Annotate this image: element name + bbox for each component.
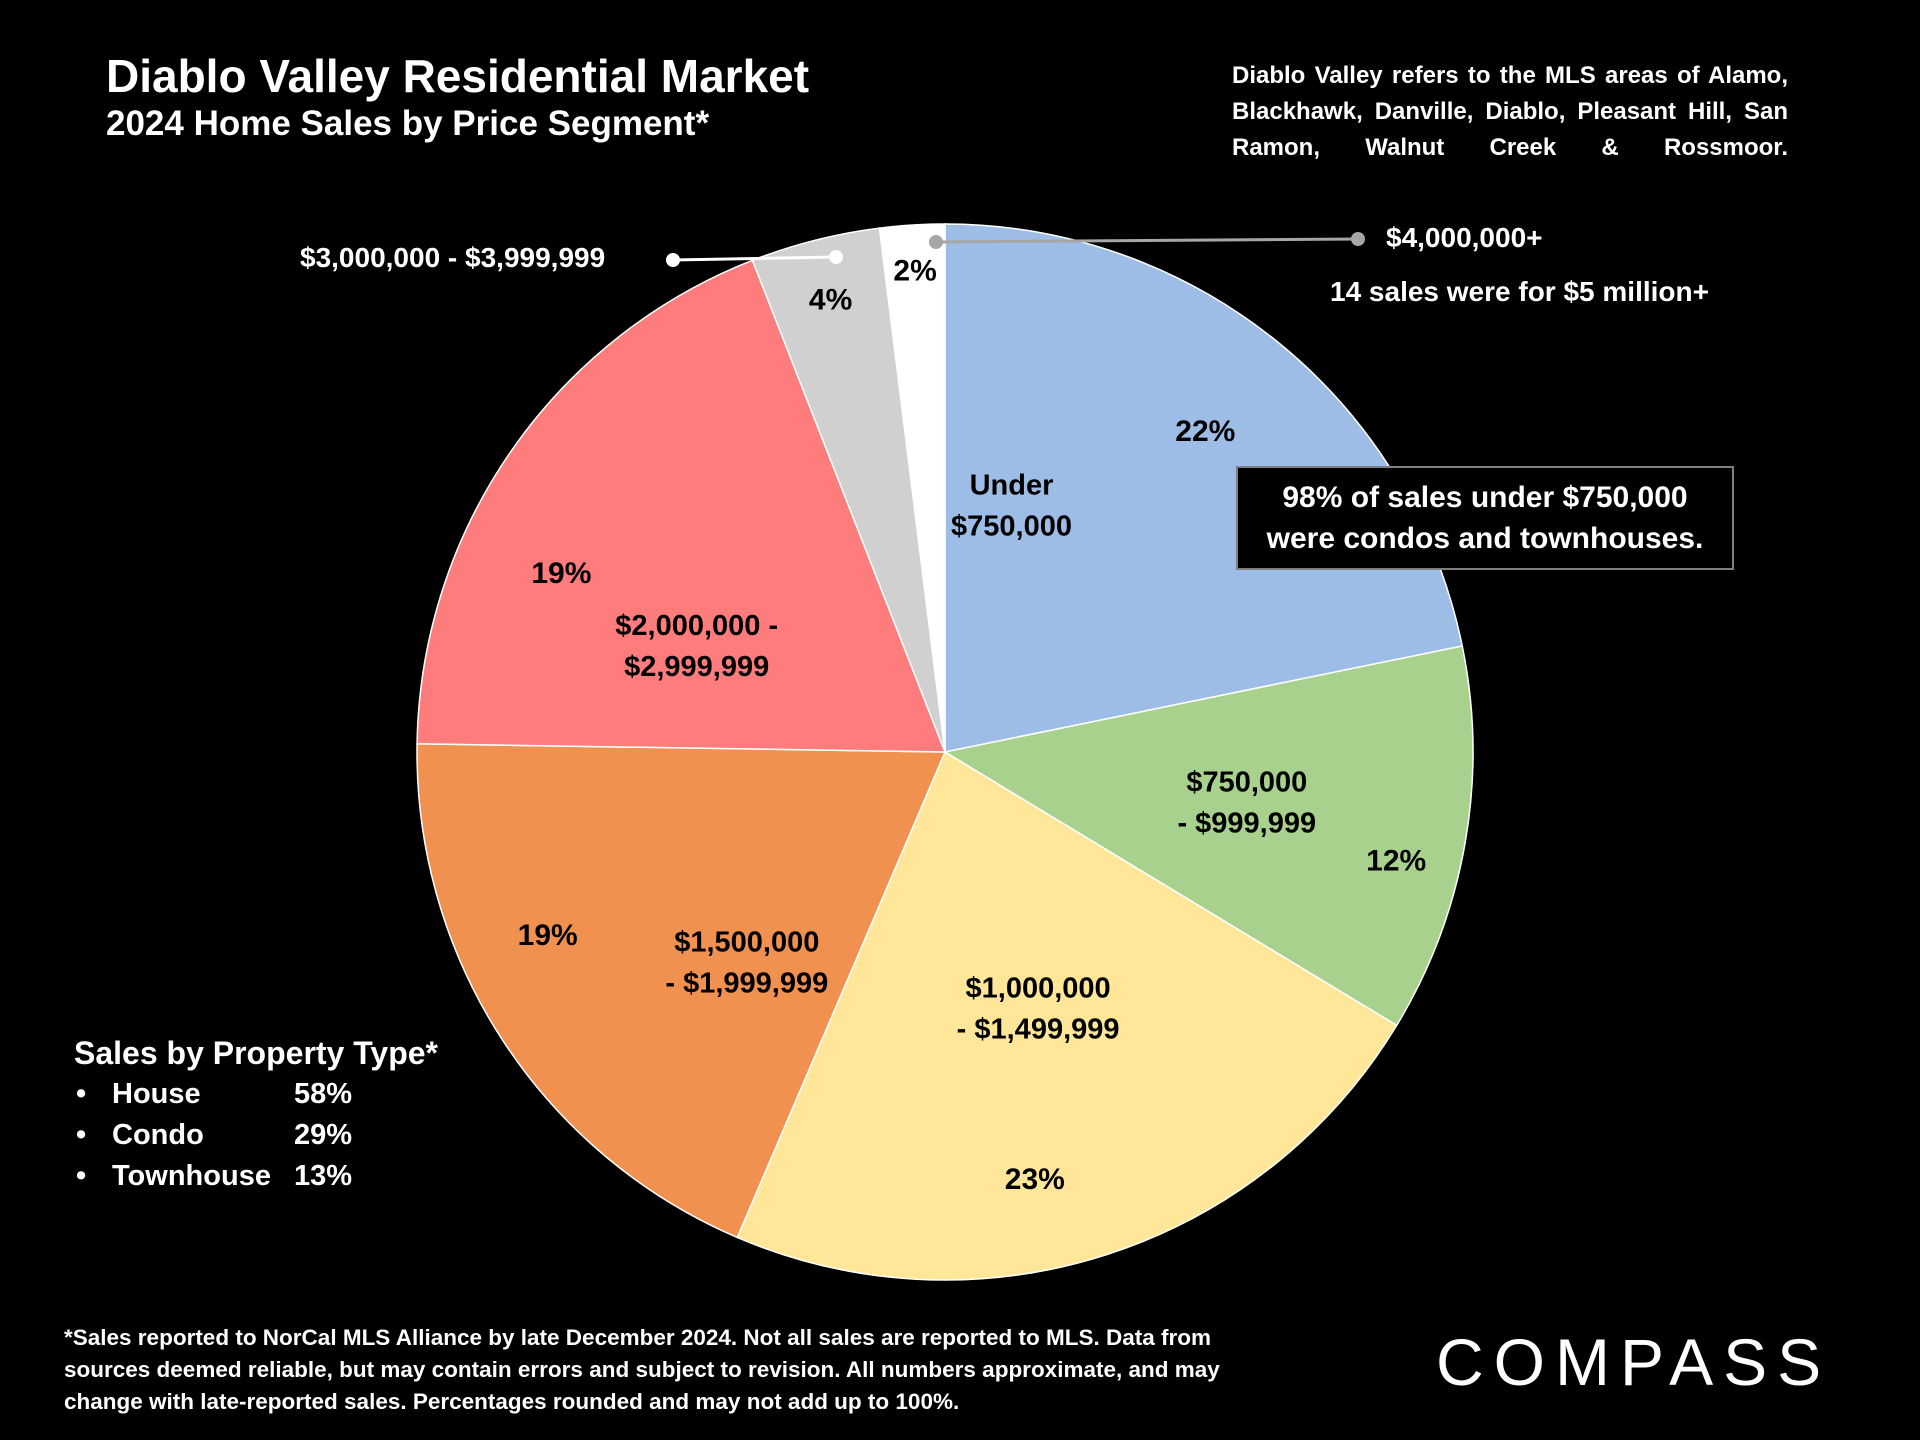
property-type-title: Sales by Property Type* [74,1035,438,1071]
slice-category-label: $1,500,000 [674,926,819,958]
slice-category-label: $2,000,000 - [615,610,778,642]
bullet-icon: • [76,1078,87,1110]
leader-line-4m [935,237,1359,244]
slice-category-label: Under [970,470,1054,502]
page-title: Diablo Valley Residential Market [106,50,810,102]
compass-logo: COMPASS [1436,1325,1832,1399]
slice-category-label: $1,000,000 [966,972,1111,1004]
annotation-5m-sales: 14 sales were for $5 million+ [1330,276,1709,307]
region-note: Diablo Valley refers to the MLS areas of… [1232,62,1788,161]
slice-percent-label: 19% [518,919,578,952]
property-type-row-townhouse: • Townhouse 13% [74,1156,438,1197]
callout-line-1: 98% of sales under $750,000 [1282,481,1688,514]
callout-line-2: were condos and townhouses. [1266,522,1704,555]
slice-percent-label: 4% [809,284,852,317]
leader-lines [666,232,1365,267]
property-type-pct: 13% [294,1160,353,1192]
annotation-3m-4m: $3,000,000 - $3,999,999 [300,242,606,273]
bullet-icon: • [76,1160,87,1192]
leader-dot [1351,232,1365,246]
slice-category-label: $750,000 [1186,766,1307,798]
leader-dot [829,250,843,264]
pie-slices [416,223,1474,1281]
annotation-4m-plus: $4,000,000+ [1386,222,1543,253]
callout-box: 98% of sales under $750,000 were condos … [1236,466,1734,570]
pie-slice [736,750,1398,1281]
slice-percent-label: 12% [1366,845,1426,878]
slice-category-label: - $999,999 [1177,807,1316,839]
slice-category-label: $750,000 [951,511,1072,543]
slice-category-label: - $1,499,999 [957,1013,1120,1045]
property-type-name: Condo [112,1119,204,1151]
pie-slice [416,743,947,1239]
bullet-icon: • [76,1119,87,1151]
property-type-pct: 29% [294,1119,353,1151]
slice-percent-label: 2% [893,254,936,287]
property-type-name: Townhouse [112,1160,271,1192]
slice-percent-label: 23% [1005,1163,1065,1196]
slice-labels: 22% Under $750,000 12% $750,000 - $999,999 23%… [518,254,1427,1196]
pie-slice [416,259,947,753]
slice-percent-label: 22% [1175,415,1235,448]
pie-slice [878,223,946,753]
footnote: *Sales reported to NorCal MLS Alliance b… [64,1325,1220,1414]
property-type-name: House [112,1078,201,1110]
leader-line-3m [672,255,837,262]
property-type-row-house: • House 58% [74,1074,438,1115]
leader-dot [666,253,680,267]
page-subtitle: 2024 Home Sales by Price Segment* [106,104,710,143]
slice-percent-label: 19% [531,557,591,590]
property-type-pct: 58% [294,1078,353,1110]
leader-dot [929,235,943,249]
property-type-row-condo: • Condo 29% [74,1115,438,1156]
property-type-panel: Sales by Property Type* • House 58% • Co… [74,1032,438,1197]
pie-slice [942,645,1474,1027]
slice-category-label: $2,999,999 [624,651,769,683]
slice-category-label: - $1,999,999 [665,967,828,999]
